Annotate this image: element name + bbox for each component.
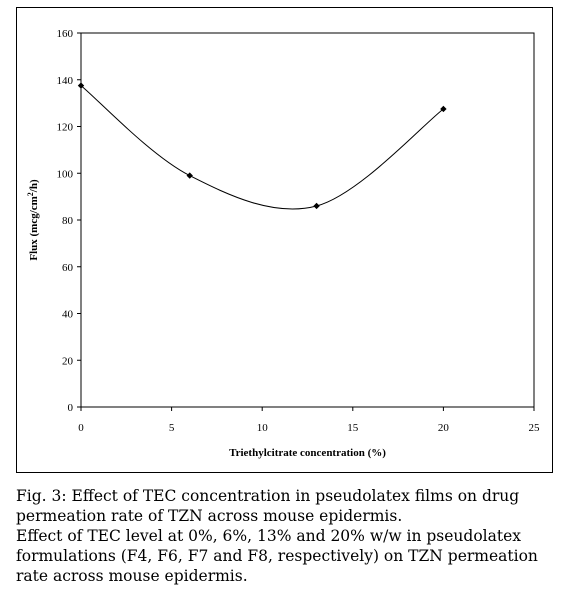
series-line (80, 85, 444, 210)
data-point-marker (77, 82, 85, 89)
y-tick-label: 120 (57, 122, 74, 134)
y-tick-label: 80 (62, 215, 74, 227)
x-tick-label: 5 (169, 422, 175, 434)
y-tick-label: 140 (57, 75, 74, 87)
y-tick-label: 40 (62, 309, 74, 321)
flux-line-chart: 0 20 40 60 80 100 120 140 160 0 5 10 15 20 25 Triethyl… (26, 28, 541, 459)
x-tick-label: 15 (347, 422, 359, 434)
data-point-marker (186, 172, 193, 179)
plot-border (80, 32, 535, 408)
caption-title: Fig. 3: Effect of TEC concentration in p… (16, 487, 520, 525)
figure-caption: Fig. 3: Effect of TEC concentration in p… (16, 486, 561, 586)
y-tick-label: 60 (62, 262, 74, 274)
x-tick-label: 20 (438, 422, 450, 434)
axes: 0 20 40 60 80 100 120 140 160 0 5 10 15 20 25 (57, 28, 541, 434)
data-point-marker (313, 202, 320, 210)
y-axis-title: Flux (mcg/cm2/h) (26, 179, 40, 261)
y-tick-label: 160 (57, 28, 74, 40)
x-tick-label: 25 (529, 422, 541, 434)
chart-frame: 0 20 40 60 80 100 120 140 160 0 5 10 15 20 25 Triethyl… (16, 7, 553, 473)
data-point-marker (440, 105, 447, 113)
series-markers (77, 82, 447, 210)
x-tick-label: 0 (78, 422, 84, 434)
y-tick-label: 0 (68, 402, 74, 414)
x-tick-label: 10 (257, 422, 269, 434)
y-tick-label: 20 (62, 355, 74, 367)
y-tick-label: 100 (57, 168, 74, 180)
caption-body: Effect of TEC level at 0%, 6%, 13% and 2… (16, 527, 538, 585)
x-axis-title: Triethylcitrate concentration (%) (229, 447, 386, 459)
